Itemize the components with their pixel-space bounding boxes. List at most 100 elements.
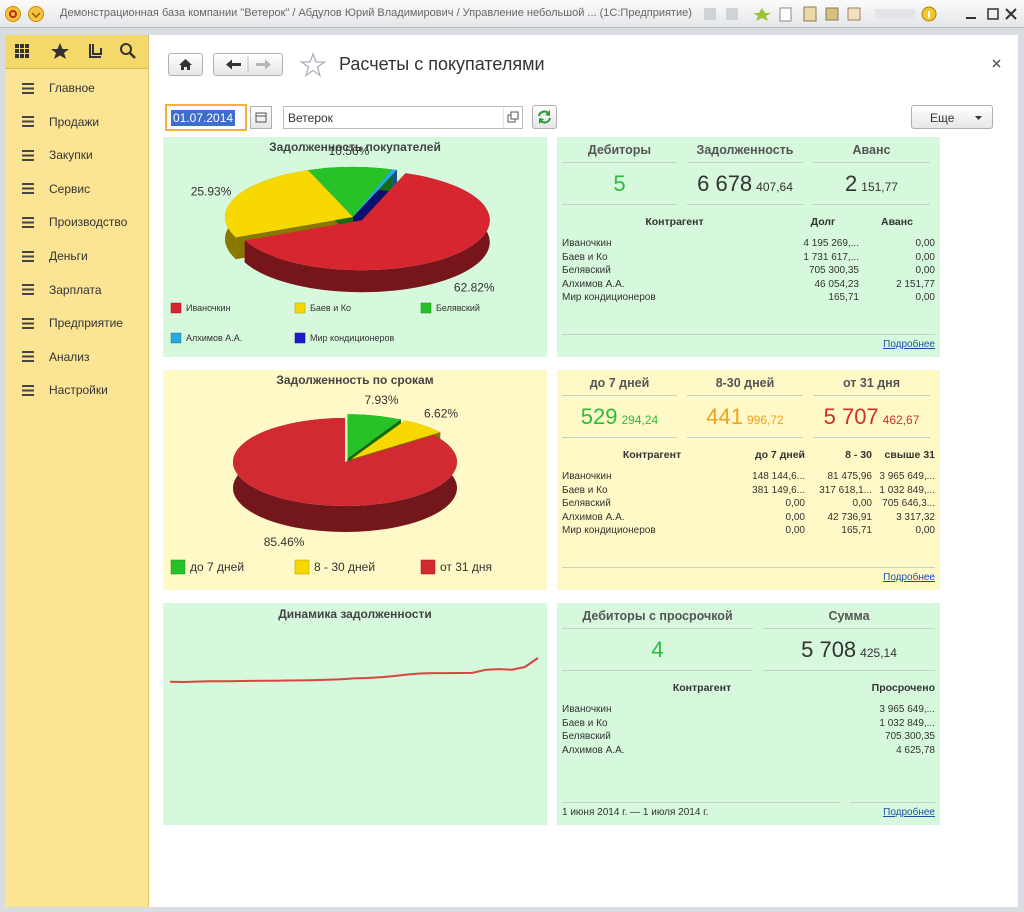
menu-item[interactable]: Настройки bbox=[5, 377, 148, 403]
open-icon[interactable] bbox=[503, 107, 523, 128]
kpi-main: 441 bbox=[706, 404, 743, 429]
table-cell: 165,71 bbox=[828, 292, 859, 303]
kpi-label: Аванс bbox=[813, 137, 930, 163]
table-cell: 0,00 bbox=[915, 251, 935, 263]
sidebar-toolbar bbox=[5, 35, 148, 69]
menu-label: Деньги bbox=[49, 249, 88, 263]
sidebar-toolbar-icons[interactable] bbox=[5, 35, 148, 69]
more-button[interactable]: Еще bbox=[911, 105, 993, 129]
debt-chart-panel: Задолженность покупателей 62.82% 25.93% 10.… bbox=[163, 137, 547, 357]
table-header: Контрагент до 7 дней 8 - 30 свыше 31 bbox=[562, 448, 935, 470]
table-cell: Белявский bbox=[562, 498, 611, 509]
pie-value-label: 25.93% bbox=[191, 184, 232, 198]
menu-item[interactable]: Предприятие bbox=[5, 310, 148, 336]
menu-label: Продажи bbox=[49, 114, 100, 129]
table-cell: 0,00 bbox=[915, 238, 935, 249]
table-cell: 705 300,35 bbox=[808, 265, 859, 276]
pie-value-label: 7.93% bbox=[364, 393, 398, 407]
column-header: Контрагент bbox=[672, 682, 732, 694]
date-field[interactable]: 01.07.2014 bbox=[165, 104, 247, 131]
pie-slice bbox=[351, 420, 441, 460]
menu-item[interactable]: Закупки bbox=[5, 142, 148, 168]
legend-swatch bbox=[420, 302, 432, 314]
legend-label: Баев и Ко bbox=[310, 303, 351, 313]
table-cell: Иваночкин bbox=[562, 704, 612, 715]
pie-slice bbox=[244, 173, 490, 271]
kpi-main: 4 bbox=[651, 637, 664, 662]
home-button[interactable] bbox=[168, 53, 203, 76]
calendar-icon bbox=[255, 112, 267, 123]
table-cell: Баев и Ко bbox=[562, 251, 608, 263]
menu-item[interactable]: Продажи bbox=[5, 109, 148, 135]
title-bar: Демонстрационная база компании "Ветерок"… bbox=[0, 0, 1024, 28]
kpi-main: 5 bbox=[613, 171, 626, 196]
aging-chart-panel: Задолженность по срокам 7.93% 6.62% 85.46% д… bbox=[163, 370, 547, 590]
menu-icon-shape bbox=[22, 87, 34, 89]
details-link[interactable]: Подробнее bbox=[883, 807, 935, 818]
menu-icon-shape bbox=[22, 125, 34, 128]
details-link[interactable]: Подробнее bbox=[883, 572, 935, 583]
table-cell: 2 151,77 bbox=[896, 278, 935, 290]
menu-item[interactable]: Сервис bbox=[5, 176, 148, 202]
table-row: Иваночкин 148 144,6... 81 475,96 3 965 649,… bbox=[562, 470, 935, 484]
kpi-fraction: 151,77 bbox=[861, 180, 898, 194]
calendar-button[interactable] bbox=[250, 106, 272, 129]
menu-icon-shape bbox=[22, 216, 34, 219]
table-cell: Алхимов А.А. bbox=[562, 511, 625, 523]
menu-item[interactable]: Анализ bbox=[5, 344, 148, 370]
company-field[interactable]: Ветерок bbox=[283, 106, 523, 129]
menu-icon-shape bbox=[22, 393, 34, 396]
pie-tops bbox=[224, 167, 490, 271]
table-row: Баев и Ко 1 731 617,... 0,00 bbox=[562, 251, 935, 265]
menu-label: Настройки bbox=[49, 383, 108, 398]
table-cell: 705 300,35 bbox=[884, 731, 935, 742]
navigation-buttons[interactable] bbox=[213, 53, 283, 76]
table-cell: 0,00 bbox=[915, 265, 935, 276]
footer-line bbox=[850, 802, 935, 803]
favorite-star[interactable] bbox=[300, 52, 326, 78]
title-toolbar bbox=[704, 6, 1017, 22]
menu-icon-shape bbox=[22, 120, 34, 123]
pie-slice bbox=[233, 418, 458, 506]
table-cell: Белявский bbox=[562, 731, 611, 742]
table-cell: Баев и Ко bbox=[562, 717, 608, 729]
menu-icon-shape bbox=[22, 355, 34, 358]
refresh-button[interactable] bbox=[532, 105, 557, 129]
company-value: Ветерок bbox=[288, 111, 333, 125]
menu-icon-shape bbox=[22, 288, 34, 291]
column-header: до 7 дней bbox=[754, 449, 805, 461]
kpi-label: Задолженность bbox=[687, 137, 803, 163]
table-cell: 0,00 bbox=[785, 525, 805, 536]
menu-item[interactable]: Зарплата bbox=[5, 277, 148, 303]
menu-icon bbox=[22, 351, 34, 363]
kpi-value: 5 bbox=[562, 163, 677, 205]
table-cell: 1 032 849,... bbox=[879, 717, 935, 729]
sidebar: Главное Продажи Закупки Сервис Производство Д… bbox=[5, 35, 149, 907]
table-cell: 3 965 649,... bbox=[879, 471, 935, 482]
home-icon bbox=[179, 59, 192, 70]
menu-item[interactable]: Производство bbox=[5, 209, 148, 235]
table-cell: 317 618,1... bbox=[819, 484, 872, 496]
debt-summary-panel: Дебиторы 5 Задолженность 6 678 407,64 Аванс 2 1… bbox=[557, 137, 940, 357]
details-link[interactable]: Подробнее bbox=[883, 339, 935, 350]
menu-item[interactable]: Главное bbox=[5, 75, 148, 101]
menu-icon-shape bbox=[22, 284, 34, 287]
dropdown-arrow bbox=[975, 116, 982, 120]
menu-icon bbox=[22, 116, 34, 128]
kpi-row: до 7 дней 529 294,24 8-30 дней 441 996,72 от 3… bbox=[562, 370, 930, 438]
menu-item[interactable]: Деньги bbox=[5, 243, 148, 269]
table: Контрагент до 7 дней 8 - 30 свыше 31 Иваночк… bbox=[562, 448, 935, 538]
table-row: Алхимов А.А. 4 625,78 bbox=[562, 744, 935, 758]
table-cell: Мир кондиционеров bbox=[562, 525, 656, 536]
menu-icon-shape bbox=[22, 389, 34, 392]
column-header: Долг bbox=[810, 216, 836, 228]
menu-label: Сервис bbox=[49, 181, 91, 196]
close-button[interactable] bbox=[991, 58, 1003, 70]
page-title: Расчеты с покупателями bbox=[339, 54, 545, 74]
menu-icon bbox=[22, 250, 34, 262]
table-cell: 0,00 bbox=[785, 511, 805, 523]
menu-icon-shape bbox=[22, 82, 34, 85]
legend-label: 8 - 30 дней bbox=[314, 560, 375, 574]
menu-icon bbox=[22, 216, 34, 228]
menu-icon-shape bbox=[22, 221, 34, 224]
